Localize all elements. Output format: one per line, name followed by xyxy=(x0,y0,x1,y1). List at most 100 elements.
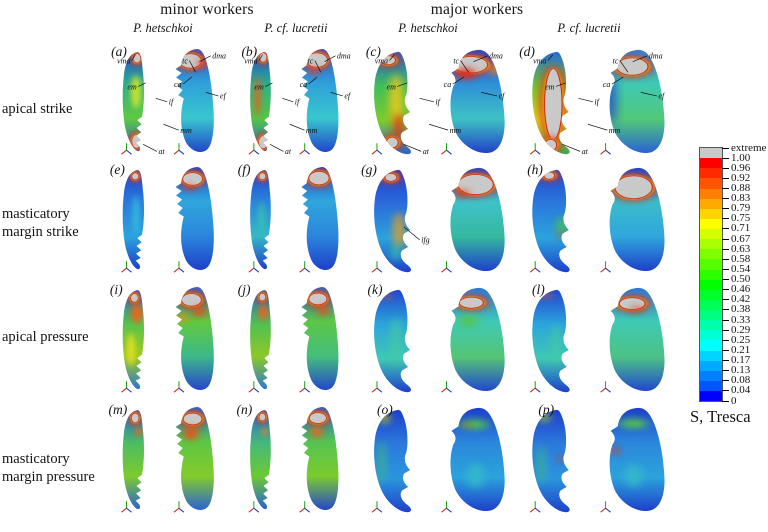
panel-letter: (k) xyxy=(367,282,383,297)
tick-label: 0.71 xyxy=(731,222,751,235)
panel-letter: (c) xyxy=(365,44,381,59)
mandible-medial-view xyxy=(609,167,665,272)
anatomy-label-ef: ef xyxy=(344,92,352,101)
axis-triad-icon xyxy=(248,261,260,273)
legend-tick: 0.21 xyxy=(722,344,750,356)
legend-band xyxy=(700,269,722,280)
extreme-stress-patch xyxy=(308,171,330,186)
extreme-stress-patch xyxy=(458,296,484,309)
legend-band xyxy=(700,168,722,179)
row-label-line: masticatory xyxy=(2,206,70,222)
axis-triad-icon xyxy=(173,381,185,393)
tick-mark xyxy=(722,218,729,220)
tick-label: 0.54 xyxy=(731,262,751,275)
mandible-lateral-view xyxy=(250,410,271,510)
extreme-stress-patch xyxy=(259,52,268,63)
legend-tick: 0.17 xyxy=(722,355,750,367)
legend-band-extreme xyxy=(699,146,723,160)
legend-tick: 0.96 xyxy=(722,162,750,174)
panel-f: (f) xyxy=(234,162,358,280)
axis-triad-icon xyxy=(600,501,611,513)
legend-tick: 0.63 xyxy=(722,243,750,255)
legend-band xyxy=(700,360,722,371)
legend-tick: 0.08 xyxy=(722,375,750,387)
species-header-4: P. cf. lucretii xyxy=(557,21,621,35)
legend-tick: 0.29 xyxy=(722,324,750,336)
tick-mark xyxy=(722,370,729,372)
axis-triad-icon xyxy=(121,501,132,513)
anatomy-label-mm: mm xyxy=(306,126,318,135)
extreme-stress-patch xyxy=(258,135,268,149)
tick-mark xyxy=(722,400,729,402)
extreme-stress-patch xyxy=(308,412,327,424)
panel-letter: (i) xyxy=(109,282,123,297)
panel-letter: (n) xyxy=(236,402,253,417)
legend-band xyxy=(700,320,722,331)
mandible-figure xyxy=(529,167,665,273)
axis-triad-icon xyxy=(600,143,611,155)
extreme-stress-patch xyxy=(308,292,328,306)
extreme-stress-patch xyxy=(615,57,649,76)
legend-band xyxy=(700,340,722,351)
anatomy-label-if: if xyxy=(435,98,441,107)
tick-label: 0.50 xyxy=(731,273,751,286)
legend-band xyxy=(700,330,722,341)
legend-tick: 0.83 xyxy=(722,193,750,205)
axis-triad-icon xyxy=(600,261,611,273)
anatomy-label-ef: ef xyxy=(220,92,228,101)
mandible-figure: ifg xyxy=(371,167,505,273)
panel-i: (i) xyxy=(106,282,234,400)
tick-mark xyxy=(722,289,729,291)
legend-tick: 0.92 xyxy=(722,172,750,184)
mandible-medial-view xyxy=(175,167,214,271)
tick-label: 0.25 xyxy=(731,333,751,346)
species-header-3: P. hetschkoi xyxy=(398,21,458,35)
row-label-line: margin pressure xyxy=(2,469,95,485)
panel-letter: (p) xyxy=(538,402,555,417)
axis-triad-icon xyxy=(121,143,132,155)
tick-mark xyxy=(722,167,729,169)
mandible-figure xyxy=(121,167,214,273)
extreme-stress-patch xyxy=(131,134,142,149)
axis-triad-icon xyxy=(121,381,132,393)
legend-band xyxy=(700,299,722,310)
panel-letter: (d) xyxy=(519,44,535,59)
row-label-line: apical pressure xyxy=(2,329,89,345)
panel-l: (l) xyxy=(516,282,676,400)
mandible-medial-view xyxy=(301,167,339,271)
species-header-1: P. hetschkoi xyxy=(133,21,193,35)
mandible-figure xyxy=(529,287,665,393)
anatomy-label-mm: mm xyxy=(609,126,621,135)
tick-label: extreme xyxy=(731,141,767,154)
axis-triad-icon xyxy=(371,261,383,273)
row-label-line: masticatory xyxy=(2,451,70,467)
extreme-stress-patch xyxy=(385,136,399,149)
anatomy-label-at: at xyxy=(158,147,165,156)
anatomy-label-mm: mm xyxy=(180,126,192,135)
tick-mark xyxy=(722,360,729,362)
panel-letter: (e) xyxy=(109,162,125,177)
mandible-medial-view xyxy=(609,287,665,392)
tick-mark xyxy=(722,248,729,250)
anatomy-label-at: at xyxy=(285,147,292,156)
axis-triad-icon xyxy=(441,501,452,513)
mandible-lateral-view xyxy=(122,290,144,390)
extreme-stress-patch xyxy=(544,139,558,152)
panel-o: (o) xyxy=(358,402,516,520)
tick-mark xyxy=(722,319,729,321)
anatomy-label-dma: dma xyxy=(212,52,226,61)
legend-band xyxy=(700,391,722,402)
extreme-stress-patch xyxy=(258,172,266,181)
tick-label: 0.13 xyxy=(731,364,751,377)
axis-triad-icon xyxy=(299,381,310,393)
axis-triad-icon xyxy=(299,501,310,513)
panel-j: (j) xyxy=(234,282,358,400)
panel-b: (b) vma tc dma em ca if ef mm at xyxy=(234,44,358,162)
legend-tick: extreme xyxy=(722,142,766,154)
tick-label: 0.46 xyxy=(731,283,751,296)
anatomy-label-at: at xyxy=(582,147,589,156)
anatomy-label-if: if xyxy=(169,98,175,107)
